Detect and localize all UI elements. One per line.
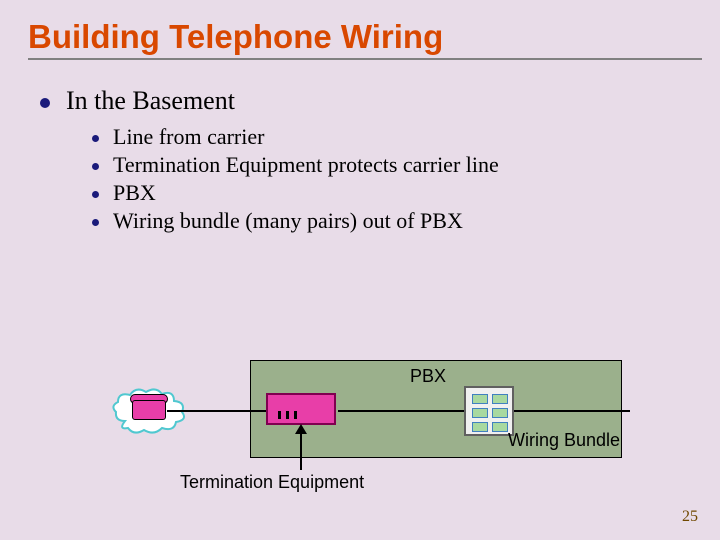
wire-line bbox=[338, 410, 466, 412]
arrow-line bbox=[300, 428, 302, 470]
bullet-icon bbox=[92, 163, 99, 170]
wire-line bbox=[514, 410, 630, 412]
level2-item: PBX bbox=[92, 180, 680, 206]
pbx-label: PBX bbox=[410, 366, 446, 387]
level2-item: Line from carrier bbox=[92, 124, 680, 150]
level2-text: Wiring bundle (many pairs) out of PBX bbox=[113, 208, 463, 234]
bullet-icon bbox=[92, 135, 99, 142]
bullet-icon bbox=[92, 219, 99, 226]
termination-equipment-label: Termination Equipment bbox=[180, 472, 364, 493]
level1-text: In the Basement bbox=[66, 86, 235, 116]
arrow-up-icon bbox=[295, 424, 307, 434]
content-area: In the Basement Line from carrier Termin… bbox=[0, 60, 720, 234]
level2-item: Wiring bundle (many pairs) out of PBX bbox=[92, 208, 680, 234]
slide-title: Building Telephone Wiring bbox=[0, 0, 720, 58]
bullet-icon bbox=[40, 98, 50, 108]
page-number: 25 bbox=[682, 508, 698, 526]
wiring-bundle-label: Wiring Bundle bbox=[508, 430, 620, 451]
level2-text: Line from carrier bbox=[113, 124, 264, 150]
pbx-icon bbox=[464, 386, 514, 436]
diagram: PBX Wiring Bundle Termination Equipment bbox=[110, 338, 630, 498]
bullet-icon bbox=[92, 191, 99, 198]
termination-equipment-icon bbox=[266, 393, 336, 425]
level2-text: PBX bbox=[113, 180, 156, 206]
level1-item: In the Basement bbox=[40, 86, 680, 116]
level2-text: Termination Equipment protects carrier l… bbox=[113, 152, 499, 178]
level2-group: Line from carrier Termination Equipment … bbox=[92, 124, 680, 234]
phone-icon bbox=[132, 400, 166, 420]
wire-line bbox=[167, 410, 267, 412]
level2-item: Termination Equipment protects carrier l… bbox=[92, 152, 680, 178]
